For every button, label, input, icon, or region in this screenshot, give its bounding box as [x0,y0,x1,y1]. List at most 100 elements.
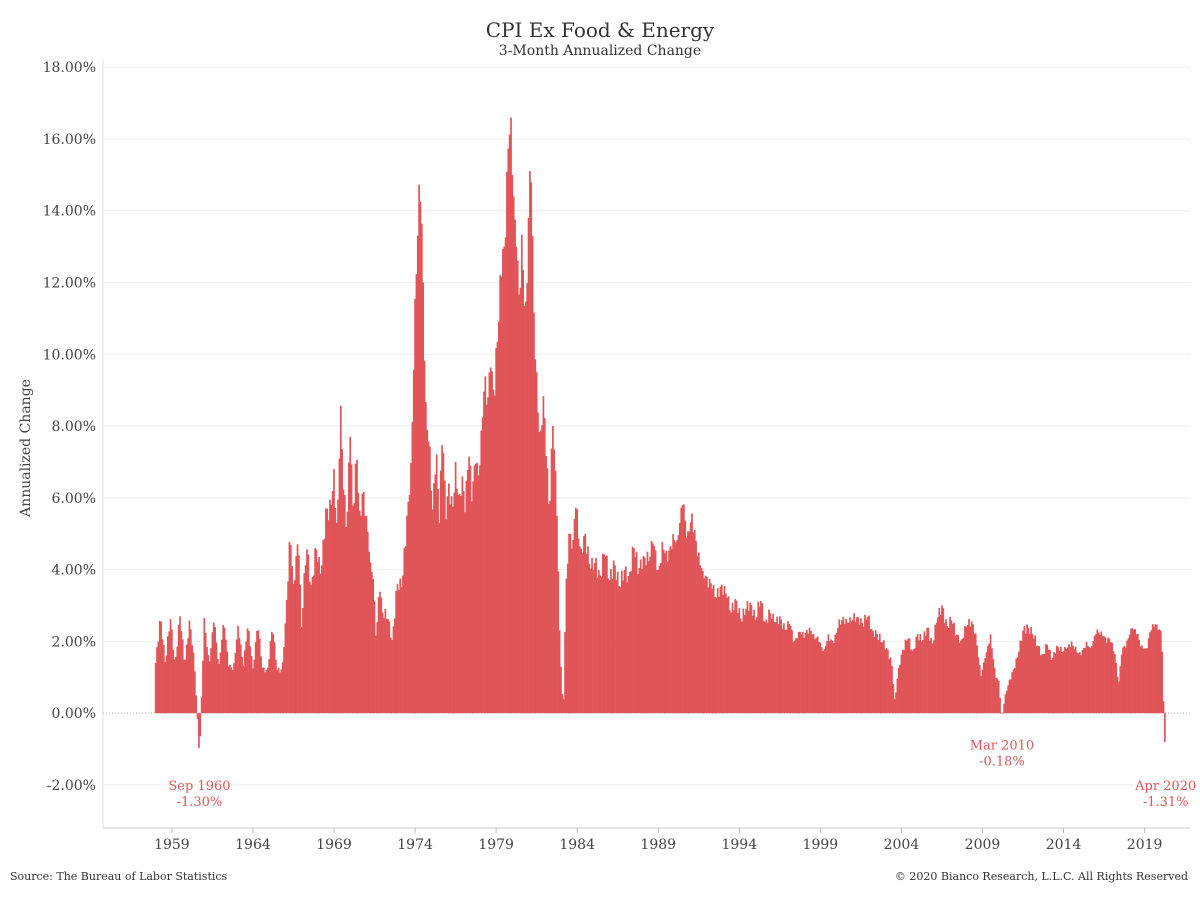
bar [974,633,977,714]
bar [596,577,599,714]
bar [1010,679,1012,714]
x-tick-label: 2019 [1127,837,1163,853]
bar [171,629,173,714]
bar [322,540,325,714]
bar [420,223,423,714]
bar [796,638,799,714]
bar [492,389,495,714]
bar [866,617,869,714]
bar [1047,649,1050,714]
bar [572,540,574,714]
y-tick-label: 8.00% [52,419,96,435]
bar [831,640,834,714]
bar [452,506,454,714]
bar [535,372,538,714]
bar [981,669,984,714]
bar [200,697,203,714]
bar [398,590,400,714]
bar [439,470,442,714]
bar [1122,647,1124,714]
bar [477,475,480,714]
bar [1005,690,1008,714]
bar [737,613,739,714]
bar [839,624,842,714]
bar [841,620,843,714]
bar [581,552,584,714]
bar [873,637,876,714]
bar [429,446,431,714]
bar [1045,644,1047,714]
bar [765,619,768,714]
bar [554,470,557,714]
bar [356,459,358,714]
bar [904,639,907,714]
bar [700,568,703,714]
bar [493,395,496,714]
bar [855,617,858,714]
bar [276,670,279,714]
bar [988,643,991,714]
bar [718,596,720,714]
bar [254,642,257,714]
bar [753,609,756,714]
bar [883,640,885,714]
bar [639,559,642,714]
bar [257,630,260,714]
bar [510,117,512,714]
bar [642,556,645,714]
bar [623,570,626,714]
bar [487,397,489,714]
bar [362,491,365,714]
x-tick-label: 2009 [965,837,1001,853]
bar [834,634,837,714]
bar [497,321,500,714]
bar [811,634,814,714]
bar [1146,648,1149,714]
bar [321,565,323,714]
bar [253,659,256,714]
bar [876,634,878,714]
bar [258,638,261,714]
bar [712,585,715,714]
bar [199,713,202,737]
bar [911,650,914,714]
bar [1145,648,1147,714]
bar [858,624,861,714]
bar [1131,628,1134,714]
bar [745,608,747,714]
bar [741,621,743,714]
bar [249,646,252,714]
bar [329,499,331,714]
bar [720,584,723,714]
bar [747,610,750,714]
bar [526,283,529,714]
bar [1037,645,1039,714]
bar [850,621,853,714]
bar [1070,641,1073,714]
bar [1076,652,1078,714]
bar [484,376,487,714]
bar [434,474,437,714]
bar [414,299,416,714]
bar [964,626,966,714]
bar [410,462,412,714]
bar [266,667,269,714]
bar [634,557,637,714]
bar [448,483,450,714]
bar [633,548,635,714]
bar [470,501,473,714]
bar [1011,672,1014,714]
bar [758,606,761,714]
bar [961,638,964,714]
bar [819,642,822,714]
bar [1087,645,1089,714]
bar [793,640,796,714]
bar [976,645,978,714]
bar [1049,649,1051,714]
bar [326,508,329,714]
bar [388,621,391,714]
bar [162,644,165,714]
bar [468,456,470,714]
bar [1135,634,1138,714]
bar [993,667,996,714]
